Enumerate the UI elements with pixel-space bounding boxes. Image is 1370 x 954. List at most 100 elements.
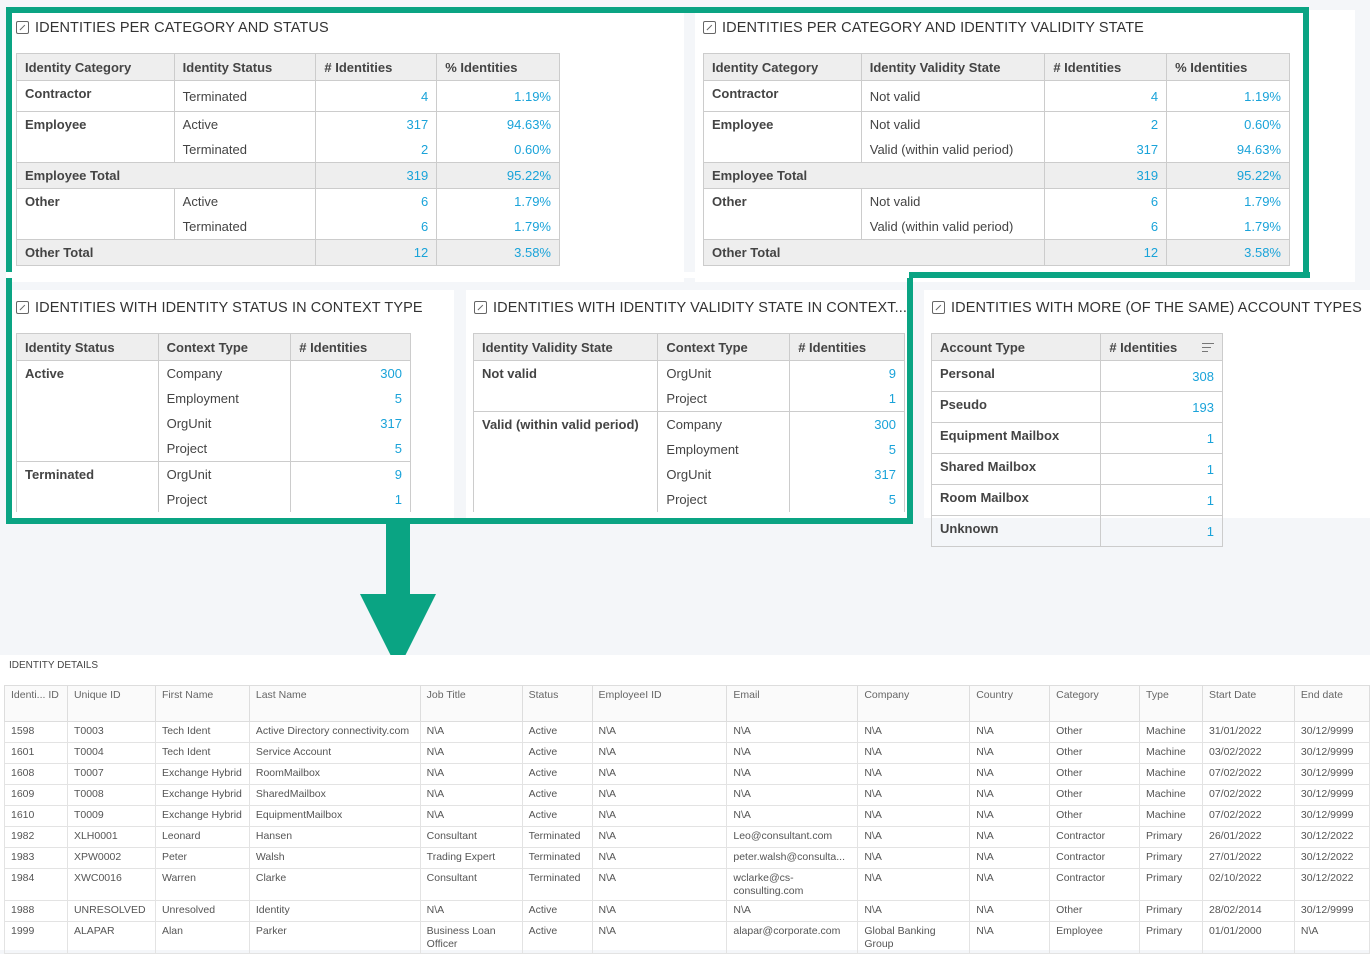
table-cell: N\A xyxy=(419,900,523,922)
count-value[interactable]: 319 xyxy=(315,162,438,189)
column-header[interactable]: Unique ID xyxy=(66,685,156,722)
table-cell: 28/02/2014 xyxy=(1202,900,1295,922)
column-header[interactable]: Category xyxy=(1049,685,1141,722)
table-cell: N\A xyxy=(969,921,1051,954)
table-row[interactable]: 1982 XLH0001 Leonard Hansen Consultant Termin… xyxy=(4,826,1370,848)
column-header[interactable]: % Identities xyxy=(436,53,560,81)
percent-value[interactable]: 1.79% xyxy=(436,214,560,240)
count-value[interactable]: 12 xyxy=(1044,239,1168,266)
table-row[interactable]: 1610 T0009 Exchange Hybrid EquipmentMailbox… xyxy=(4,805,1370,827)
column-header[interactable]: Email xyxy=(726,685,859,722)
pivot-table: Identity Category Identity Status # Iden… xyxy=(15,53,560,266)
column-header[interactable]: % Identities xyxy=(1166,53,1290,81)
percent-value[interactable]: 3.58% xyxy=(436,239,560,266)
count-value[interactable]: 1 xyxy=(1100,422,1223,454)
percent-value[interactable]: 0.60% xyxy=(1166,111,1290,137)
percent-value[interactable]: 95.22% xyxy=(1166,162,1290,189)
column-header[interactable]: Status xyxy=(521,685,593,722)
percent-value[interactable]: 3.58% xyxy=(1166,239,1290,266)
count-value[interactable]: 1 xyxy=(789,386,905,412)
count-value[interactable]: 300 xyxy=(290,360,411,386)
column-header[interactable]: # Identities xyxy=(315,53,438,81)
column-header[interactable]: First Name xyxy=(154,685,250,722)
count-value[interactable]: 1 xyxy=(1100,453,1223,485)
count-value[interactable]: 4 xyxy=(315,80,438,112)
column-header[interactable]: Identity Status xyxy=(16,333,159,361)
count-value[interactable]: 1 xyxy=(1100,484,1223,516)
percent-value[interactable]: 1.19% xyxy=(1166,80,1290,112)
table-row[interactable]: 1983 XPW0002 Peter Walsh Trading Expert Termi… xyxy=(4,847,1370,869)
count-value[interactable]: 5 xyxy=(290,386,411,411)
count-value[interactable]: 317 xyxy=(315,111,438,137)
open-in-new-icon[interactable] xyxy=(932,301,945,314)
percent-value[interactable]: 1.79% xyxy=(1166,214,1290,240)
percent-value[interactable]: 94.63% xyxy=(436,111,560,137)
column-header[interactable]: Type xyxy=(1139,685,1203,722)
table-cell: N\A xyxy=(591,805,728,827)
sort-icon[interactable] xyxy=(1202,342,1214,354)
table-cell: Consultant xyxy=(419,868,523,901)
count-value[interactable]: 2 xyxy=(315,137,438,163)
percent-value[interactable]: 1.19% xyxy=(436,80,560,112)
count-value[interactable]: 5 xyxy=(789,487,905,512)
count-value[interactable]: 317 xyxy=(789,462,905,487)
percent-value[interactable]: 94.63% xyxy=(1166,137,1290,163)
column-header[interactable]: Account Type xyxy=(930,333,1102,361)
column-header[interactable]: Context Type xyxy=(157,333,292,361)
column-header[interactable]: EmployeeI ID xyxy=(591,685,728,722)
count-value[interactable]: 9 xyxy=(290,461,411,487)
table-row[interactable]: 1598 T0003 Tech Ident Active Directory conn… xyxy=(4,721,1370,743)
column-header[interactable]: Identity Status xyxy=(173,53,317,81)
open-in-new-icon[interactable] xyxy=(16,21,29,34)
open-in-new-icon[interactable] xyxy=(703,21,716,34)
count-value[interactable]: 5 xyxy=(290,436,411,462)
count-value[interactable]: 1 xyxy=(1100,515,1223,547)
count-value[interactable]: 300 xyxy=(789,411,905,437)
count-value[interactable]: 6 xyxy=(1044,188,1168,214)
count-value[interactable]: 1 xyxy=(290,487,411,512)
column-header[interactable]: Identity Validity State xyxy=(860,53,1046,81)
column-header[interactable]: Context Type xyxy=(657,333,791,361)
percent-value[interactable]: 1.79% xyxy=(1166,188,1290,214)
row-sublabel: Active xyxy=(173,111,317,137)
count-value[interactable]: 4 xyxy=(1044,80,1168,112)
panel-title: IDENTITIES PER CATEGORY AND STATUS xyxy=(16,20,329,36)
table-row[interactable]: 1984 XWC0016 Warren Clarke Consultant Termina… xyxy=(4,868,1370,901)
count-value[interactable]: 2 xyxy=(1044,111,1168,137)
column-header[interactable]: Identity Category xyxy=(16,53,175,81)
count-value[interactable]: 317 xyxy=(290,411,411,436)
count-value[interactable]: 319 xyxy=(1044,162,1168,189)
count-value[interactable]: 9 xyxy=(789,360,905,386)
count-value[interactable]: 308 xyxy=(1100,360,1223,392)
table-row[interactable]: 1609 T0008 Exchange Hybrid SharedMailbox N\A… xyxy=(4,784,1370,806)
column-header[interactable]: End date xyxy=(1293,685,1370,722)
column-header[interactable]: Last Name xyxy=(248,685,421,722)
column-header[interactable]: Identi... ID xyxy=(4,685,68,722)
count-value[interactable]: 193 xyxy=(1100,391,1223,423)
table-cell: N\A xyxy=(726,742,859,764)
column-header[interactable]: Company xyxy=(857,685,971,722)
table-row[interactable]: 1608 T0007 Exchange Hybrid RoomMailbox N\A Ac… xyxy=(4,763,1370,785)
count-value[interactable]: 6 xyxy=(1044,214,1168,240)
open-in-new-icon[interactable] xyxy=(16,301,29,314)
column-header[interactable]: # Identities xyxy=(1100,333,1223,361)
count-value[interactable]: 5 xyxy=(789,437,905,462)
table-row[interactable]: 1999 ALAPAR Alan Parker Business Loan Office… xyxy=(4,921,1370,954)
table-row[interactable]: 1988 UNRESOLVED Unresolved Identity N\A Activ… xyxy=(4,900,1370,922)
count-value[interactable]: 6 xyxy=(315,188,438,214)
open-in-new-icon[interactable] xyxy=(474,301,487,314)
column-header[interactable]: Identity Validity State xyxy=(472,333,659,361)
percent-value[interactable]: 0.60% xyxy=(436,137,560,163)
column-header[interactable]: Start Date xyxy=(1202,685,1295,722)
percent-value[interactable]: 95.22% xyxy=(436,162,560,189)
column-header[interactable]: Job Title xyxy=(419,685,523,722)
percent-value[interactable]: 1.79% xyxy=(436,188,560,214)
row-label: Active xyxy=(16,360,159,462)
column-header[interactable]: # Identities xyxy=(290,333,411,361)
column-header[interactable]: Identity Category xyxy=(703,53,862,81)
column-header[interactable]: Country xyxy=(969,685,1051,722)
column-header[interactable]: # Identities xyxy=(789,333,905,361)
count-value[interactable]: 12 xyxy=(315,239,438,266)
column-header[interactable]: # Identities xyxy=(1044,53,1168,81)
table-row[interactable]: 1601 T0004 Tech Ident Service Account N\A Act… xyxy=(4,742,1370,764)
